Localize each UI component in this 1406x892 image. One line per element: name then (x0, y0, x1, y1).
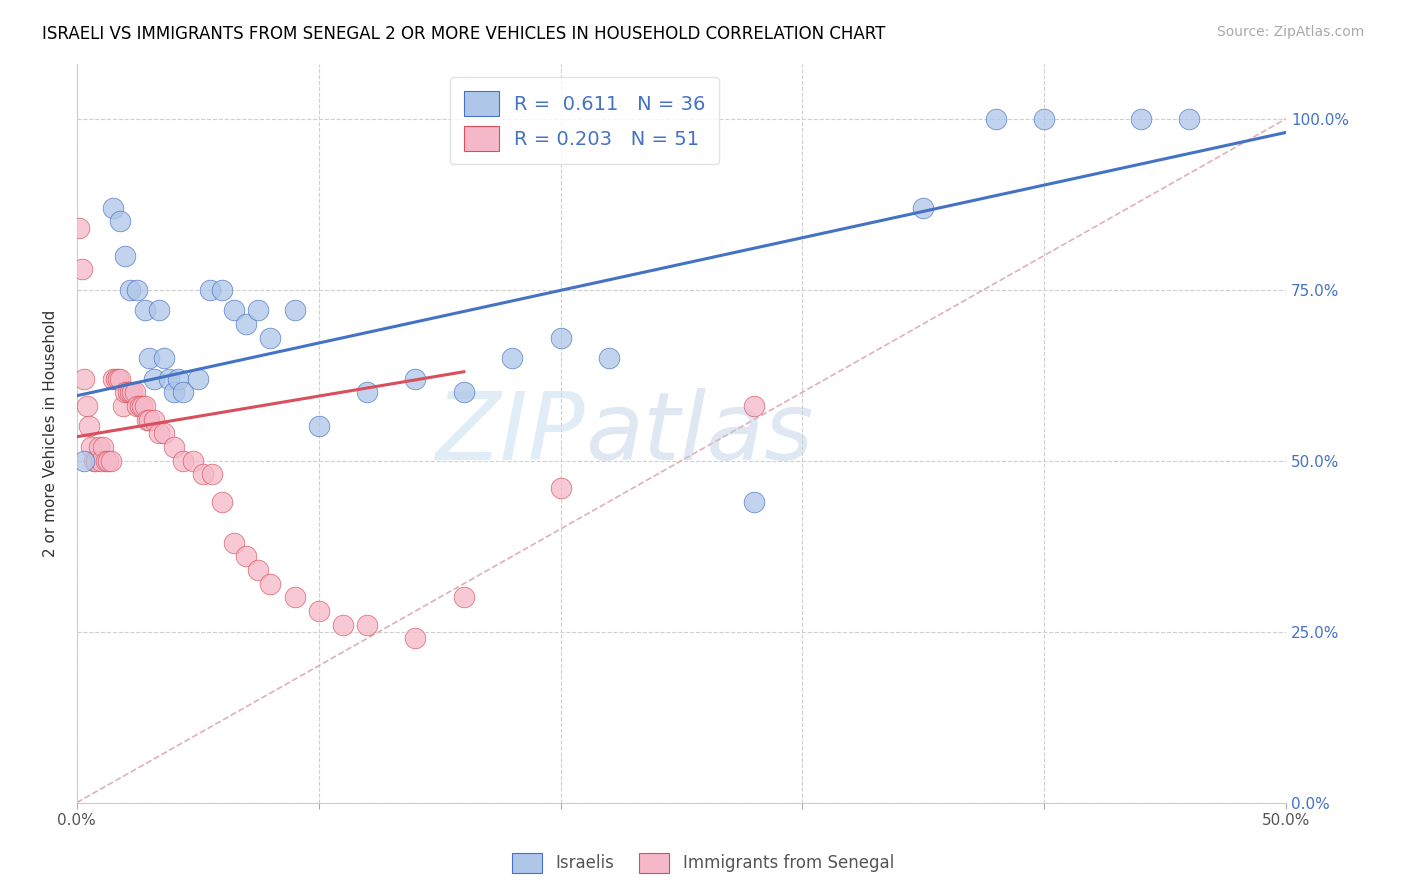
Point (235, 317, 257, 331)
Point (111, 399, 134, 413)
Point (198, 283, 221, 297)
Point (148, 426, 170, 441)
Point (120, 385, 142, 400)
Point (121, 385, 143, 400)
Point (93, 440, 115, 454)
Point (259, 576, 281, 591)
Point (73, 371, 96, 385)
Point (453, 591, 475, 605)
Point (77, 419, 100, 434)
Point (101, 371, 124, 385)
Point (235, 549, 257, 564)
Point (211, 283, 233, 297)
Point (1178, 112, 1201, 126)
Point (211, 494, 233, 508)
Point (143, 412, 166, 426)
Point (138, 412, 160, 426)
Point (181, 453, 204, 467)
Point (124, 385, 146, 400)
Point (120, 283, 142, 297)
Point (984, 112, 1007, 126)
Point (90, 453, 112, 467)
Point (138, 351, 160, 365)
Point (131, 399, 153, 413)
Point (143, 371, 166, 385)
Point (308, 604, 330, 618)
Point (308, 419, 330, 434)
Point (247, 303, 270, 318)
Point (101, 201, 124, 215)
Point (114, 248, 136, 262)
Point (222, 303, 245, 318)
Point (1129, 112, 1152, 126)
Text: ISRAELI VS IMMIGRANTS FROM SENEGAL 2 OR MORE VEHICLES IN HOUSEHOLD CORRELATION C: ISRAELI VS IMMIGRANTS FROM SENEGAL 2 OR … (42, 25, 886, 43)
Text: atlas: atlas (585, 388, 813, 479)
Point (94, 453, 117, 467)
Point (73, 453, 96, 467)
Point (87, 440, 110, 454)
Point (912, 201, 935, 215)
Point (76, 399, 98, 413)
Point (356, 617, 378, 632)
Point (134, 399, 156, 413)
Point (332, 617, 354, 632)
Point (157, 371, 180, 385)
Point (114, 385, 136, 400)
Point (134, 303, 156, 318)
Y-axis label: 2 or more Vehicles in Household: 2 or more Vehicles in Household (44, 310, 58, 557)
Text: ZIP: ZIP (434, 388, 585, 479)
Point (501, 351, 523, 365)
Text: Source: ZipAtlas.com: Source: ZipAtlas.com (1216, 25, 1364, 39)
Point (80, 440, 103, 454)
Point (742, 494, 765, 508)
Point (107, 371, 129, 385)
Point (404, 632, 426, 646)
Point (247, 563, 270, 577)
Legend: R =  0.611   N = 36, R = 0.203   N = 51: R = 0.611 N = 36, R = 0.203 N = 51 (450, 78, 720, 164)
Point (172, 453, 194, 467)
Point (67, 221, 90, 235)
Point (453, 385, 475, 400)
Point (283, 591, 305, 605)
Point (259, 330, 281, 344)
Point (148, 303, 170, 318)
Point (117, 385, 139, 400)
Point (283, 303, 305, 318)
Point (550, 481, 572, 495)
Point (127, 399, 149, 413)
Point (153, 426, 176, 441)
Point (162, 385, 184, 400)
Point (598, 351, 620, 365)
Point (104, 371, 127, 385)
Point (127, 283, 149, 297)
Point (128, 399, 150, 413)
Point (1033, 112, 1056, 126)
Point (191, 467, 214, 482)
Point (172, 385, 194, 400)
Point (84, 453, 107, 467)
Point (110, 371, 132, 385)
Point (83, 453, 105, 467)
Point (70, 262, 93, 277)
Point (742, 399, 765, 413)
Point (100, 453, 122, 467)
Point (550, 330, 572, 344)
Point (201, 467, 224, 482)
Point (167, 371, 190, 385)
Legend: Israelis, Immigrants from Senegal: Israelis, Immigrants from Senegal (505, 847, 901, 880)
Point (222, 535, 245, 549)
Point (153, 351, 176, 365)
Point (187, 371, 209, 385)
Point (404, 371, 426, 385)
Point (97, 453, 120, 467)
Point (110, 214, 132, 228)
Point (356, 385, 378, 400)
Point (162, 440, 184, 454)
Point (136, 412, 159, 426)
